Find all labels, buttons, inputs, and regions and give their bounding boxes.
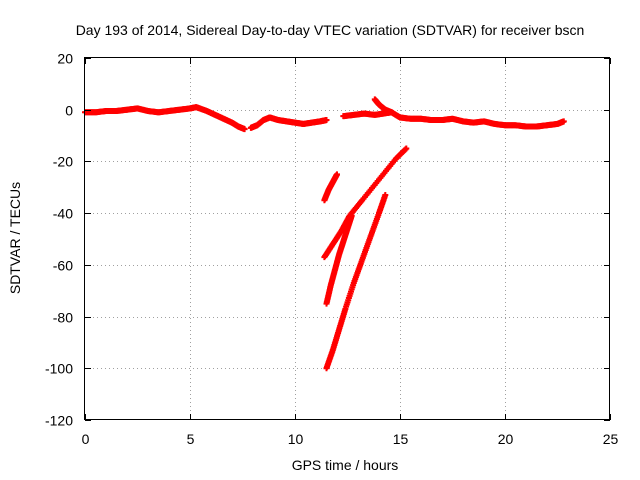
series-3 (371, 96, 395, 116)
plot-frame (84, 57, 610, 420)
x-axis-label: GPS time / hours (292, 457, 399, 473)
data-point (323, 117, 330, 124)
axis-ticks: 0 5 10 15 20 25 20 0 -20 -40 -60 -80 -100 -120 (45, 51, 619, 448)
y-tick-label: -100 (45, 361, 73, 377)
y-tick-label: -40 (53, 206, 73, 222)
data-point (382, 192, 389, 199)
x-tick-label: 0 (82, 431, 90, 447)
data-point (348, 212, 355, 219)
data-point (403, 145, 410, 152)
y-tick-label: 0 (65, 103, 73, 119)
x-tick-label: 10 (288, 431, 304, 447)
y-tick-label: -20 (53, 154, 73, 170)
x-tick-label: 15 (393, 431, 409, 447)
series-2 (340, 109, 567, 130)
series-0 (82, 104, 248, 133)
y-tick-label: -60 (53, 258, 73, 274)
data-point (241, 126, 248, 133)
data-point (334, 171, 340, 178)
data-points (82, 96, 567, 372)
y-axis-label: SDTVAR / TECUs (7, 182, 23, 294)
x-tick-label: 5 (187, 431, 195, 447)
y-tick-label: 20 (57, 51, 73, 67)
series-5 (321, 145, 410, 261)
data-point (388, 109, 395, 116)
data-point (560, 118, 567, 125)
y-tick-label: -120 (45, 413, 73, 429)
y-tick-label: -80 (53, 310, 73, 326)
series-4 (321, 171, 340, 204)
series-1 (247, 114, 330, 131)
x-tick-label: 20 (498, 431, 514, 447)
series-7 (323, 192, 389, 372)
chart-title: Day 193 of 2014, Sidereal Day-to-day VTE… (76, 22, 585, 38)
x-tick-label: 25 (603, 431, 619, 447)
series-6 (323, 212, 355, 307)
